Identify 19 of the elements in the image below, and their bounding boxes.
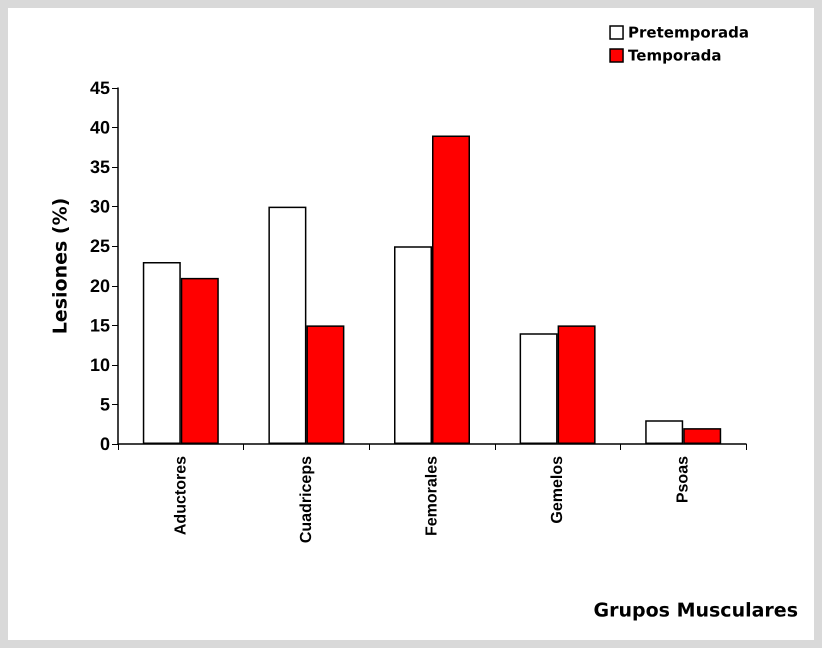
x-tick-label: Aductores bbox=[172, 456, 190, 536]
y-tick-label: 30 bbox=[90, 196, 110, 217]
x-axis-title: Grupos Musculares bbox=[594, 600, 798, 622]
x-tick-label: Cuadriceps bbox=[298, 456, 315, 544]
y-tick-label: 10 bbox=[90, 354, 110, 375]
x-tick-label: Femorales bbox=[424, 456, 440, 536]
y-tick-label: 45 bbox=[90, 78, 110, 98]
y-axis-title: Lesiones (%) bbox=[50, 198, 72, 334]
legend-label: Temporada bbox=[628, 46, 722, 64]
y-tick-label: 5 bbox=[100, 394, 110, 414]
y-tick-label: 25 bbox=[90, 236, 110, 256]
y-tick-label: 40 bbox=[90, 118, 110, 138]
x-tick-label: Psoas bbox=[674, 456, 692, 504]
legend-label: Pretemporada bbox=[628, 24, 750, 42]
y-tick-label: 0 bbox=[100, 434, 110, 454]
x-tick-label: Gemelos bbox=[549, 456, 566, 524]
y-tick-label: 20 bbox=[90, 276, 110, 296]
y-tick-label: 35 bbox=[90, 157, 110, 178]
y-tick-label: 15 bbox=[90, 315, 110, 336]
